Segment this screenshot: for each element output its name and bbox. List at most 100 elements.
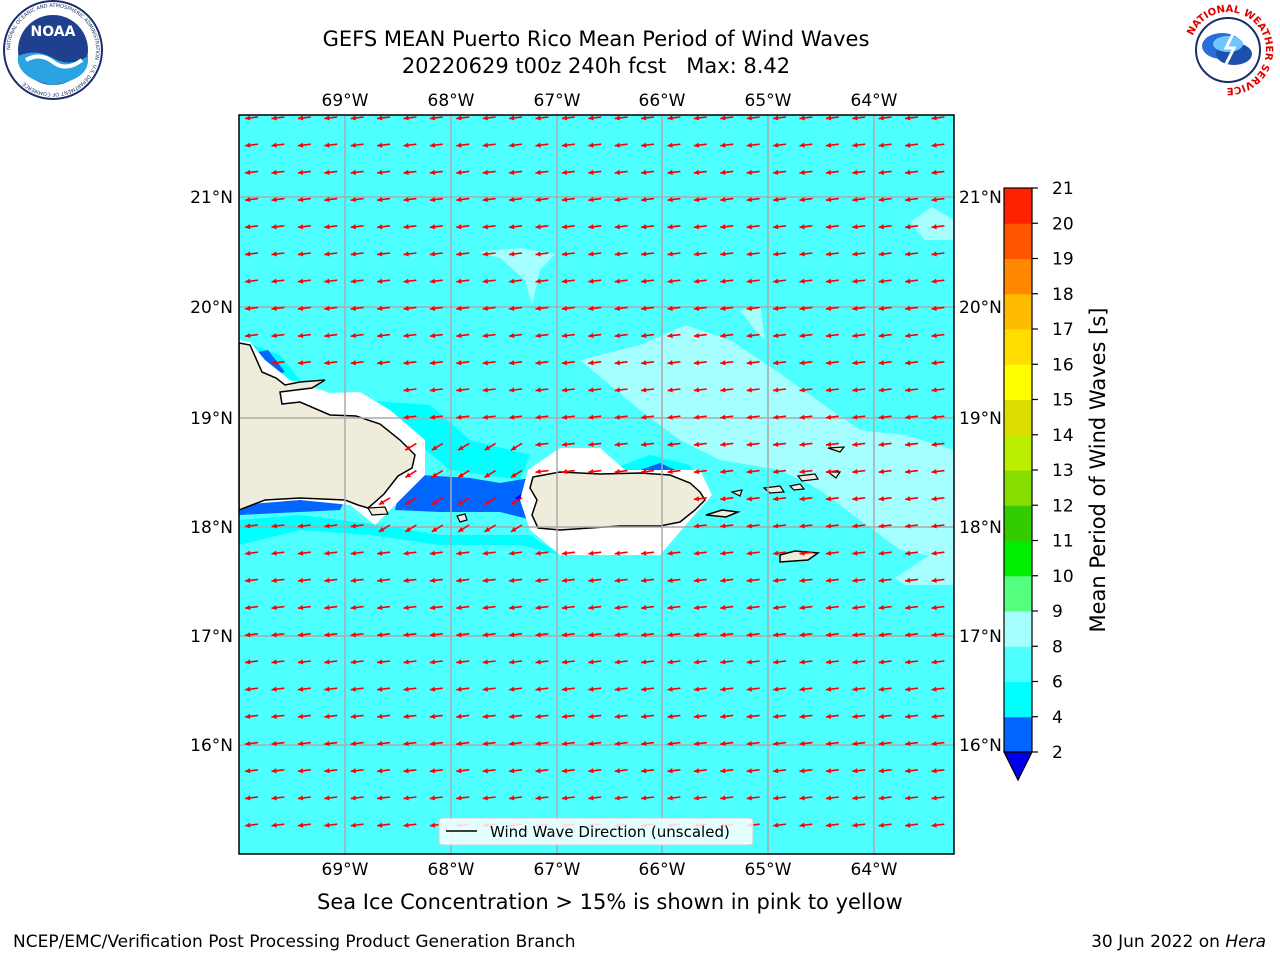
- lat-label-left: 16°N: [190, 736, 233, 756]
- wave-arrow: [404, 524, 417, 533]
- wave-arrow: [772, 740, 787, 747]
- wave-arrow: [720, 496, 734, 502]
- wave-arrow: [456, 115, 470, 121]
- wave-arrow: [720, 740, 734, 747]
- wave-arrow: [852, 332, 866, 339]
- wave-arrow: [324, 360, 338, 366]
- wave-arrow: [640, 550, 655, 556]
- wave-arrow: [403, 169, 417, 175]
- wave-arrow: [799, 169, 813, 175]
- wave-arrow: [772, 713, 787, 719]
- colorbar-band: [1004, 681, 1032, 718]
- wave-arrow: [297, 604, 311, 611]
- wave-arrow: [772, 795, 787, 801]
- wave-arrow: [904, 387, 919, 393]
- wave-arrow: [878, 142, 892, 148]
- wave-arrow: [297, 659, 311, 665]
- wave-arrow: [376, 795, 391, 801]
- wave-arrow: [508, 632, 523, 638]
- wave-arrow: [561, 305, 575, 311]
- wave-arrow: [852, 577, 866, 583]
- wave-arrow: [482, 332, 496, 339]
- wave-arrow: [825, 387, 839, 393]
- wave-arrow: [378, 497, 391, 506]
- wave-arrow: [931, 822, 945, 828]
- wave-arrow: [746, 441, 760, 447]
- colorbar-band: [1004, 434, 1032, 471]
- wave-arrow: [324, 795, 338, 801]
- wave-arrow: [535, 441, 549, 447]
- wave-arrow: [825, 142, 839, 148]
- wave-arrow: [403, 822, 417, 828]
- wave-arrow: [746, 740, 760, 747]
- wave-arrow: [746, 768, 760, 774]
- wave-arrow: [640, 251, 655, 257]
- wave-arrow: [297, 169, 311, 175]
- longitude-labels-bottom: 69°W 68°W 67°W 66°W 65°W 64°W: [322, 860, 898, 880]
- wave-arrow: [482, 686, 496, 692]
- wave-arrow: [508, 251, 523, 257]
- wave-arrow: [931, 305, 945, 311]
- wave-arrow: [376, 768, 391, 774]
- wave-arrow: [931, 142, 945, 148]
- wave-arrow: [350, 550, 364, 556]
- wave-arrow: [904, 224, 919, 230]
- wave-arrow: [878, 224, 892, 230]
- wave-arrow: [561, 332, 575, 339]
- wave-arrow: [482, 604, 496, 611]
- wave-arrow: [403, 795, 417, 801]
- wave-arrow: [693, 659, 707, 665]
- wave-arrow: [614, 414, 628, 420]
- wave-zone-2-4-sw: [239, 500, 345, 515]
- wave-arrow: [403, 632, 417, 638]
- wave-arrow: [429, 659, 443, 665]
- wave-arrow: [376, 659, 391, 665]
- wave-arrow: [931, 387, 945, 393]
- wave-arrow: [825, 686, 839, 692]
- wave-arrow: [667, 686, 681, 692]
- wave-arrow: [904, 142, 919, 148]
- wave-arrow: [456, 169, 470, 175]
- wave-arrow: [297, 550, 311, 556]
- wave-arrow: [535, 768, 549, 774]
- wave-arrow: [376, 740, 391, 747]
- wave-zone-8-9-east: [580, 325, 954, 560]
- wave-arrow: [772, 659, 787, 665]
- wave-arrow: [693, 496, 707, 502]
- wave-arrow: [561, 713, 575, 719]
- wave-arrow: [244, 115, 259, 121]
- wave-arrow: [667, 169, 681, 175]
- wave-arrow: [429, 196, 443, 203]
- wave-arrow: [667, 441, 681, 447]
- wave-arrow: [508, 795, 523, 801]
- wave-arrow: [799, 795, 813, 801]
- wave-arrow: [561, 604, 575, 611]
- wave-arrow: [244, 768, 259, 774]
- wave-arrow: [772, 360, 787, 366]
- wave-arrow: [271, 550, 285, 556]
- wave-arrow: [588, 632, 602, 638]
- wave-arrow: [350, 332, 364, 339]
- colorbar-tick-label: 6: [1052, 673, 1063, 693]
- wave-arrow: [350, 577, 364, 583]
- wave-arrow: [457, 469, 470, 479]
- wave-arrow: [508, 550, 523, 556]
- wave-arrow: [852, 251, 866, 257]
- wave-arrow: [456, 659, 470, 665]
- wave-arrow: [931, 577, 945, 583]
- wave-arrow: [746, 196, 760, 203]
- wave-arrow: [852, 632, 866, 638]
- wave-arrow: [640, 468, 655, 475]
- wave-arrow: [931, 604, 945, 611]
- footer-date: 30 Jun 2022 on Hera: [1091, 932, 1266, 952]
- wave-arrow: [746, 659, 760, 665]
- lon-label-top: 65°W: [745, 91, 792, 111]
- wave-arrow: [931, 550, 945, 556]
- colorbar-tick-label: 21: [1052, 179, 1074, 199]
- wave-arrow: [588, 387, 602, 393]
- wave-arrow: [904, 278, 919, 284]
- wave-arrow: [508, 740, 523, 747]
- wave-arrow: [693, 414, 707, 420]
- wave-arrow: [931, 740, 945, 747]
- wave-arrow: [878, 441, 892, 447]
